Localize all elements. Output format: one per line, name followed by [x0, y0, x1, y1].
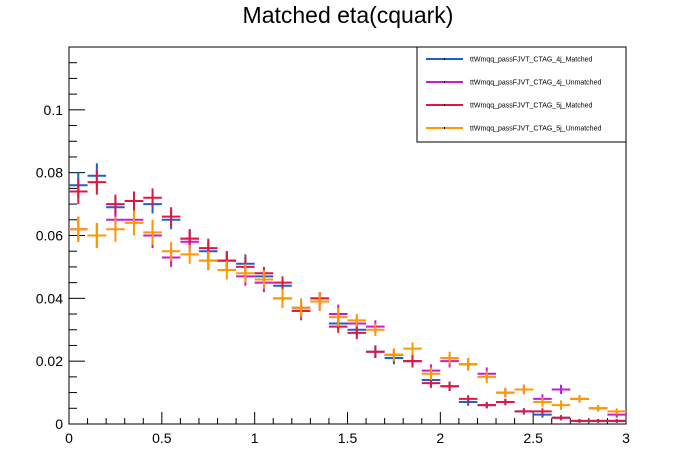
- data-point: [458, 358, 478, 371]
- x-tick-label: 2: [436, 430, 444, 446]
- legend-entry: ttWmqq_passFJVT_CTAG_4j_Unmatched: [426, 80, 601, 87]
- data-point: [291, 298, 311, 318]
- y-tick-label: 0.1: [44, 102, 64, 118]
- axis-ticks: [68, 46, 627, 425]
- legend-label: ttWmqq_passFJVT_CTAG_4j_Matched: [470, 57, 593, 64]
- series-layer: [69, 163, 626, 423]
- y-tick-label: 0.02: [36, 353, 63, 369]
- data-point: [384, 348, 404, 362]
- data-point: [551, 415, 571, 421]
- data-point: [347, 314, 367, 327]
- x-tick-label: 2.5: [523, 430, 543, 446]
- y-tick-label: 0.04: [36, 290, 63, 306]
- data-point: [514, 384, 534, 395]
- data-point: [273, 276, 292, 289]
- data-point: [570, 418, 589, 423]
- legend-label: ttWmqq_passFJVT_CTAG_4j_Unmatched: [470, 80, 601, 87]
- data-point: [551, 400, 571, 410]
- data-point: [180, 244, 199, 264]
- x-tick-label: 0.5: [152, 430, 172, 446]
- data-point: [496, 387, 515, 398]
- data-point: [328, 307, 348, 327]
- data-point: [106, 216, 125, 242]
- data-point: [570, 395, 589, 403]
- data-point: [588, 418, 608, 423]
- data-point: [161, 241, 181, 261]
- data-point: [477, 370, 497, 384]
- data-point: [106, 194, 125, 214]
- y-tick-label: 0.06: [36, 228, 63, 244]
- y-tick-label: 0: [55, 416, 63, 432]
- data-point: [607, 408, 626, 415]
- data-point: [236, 263, 255, 283]
- data-point: [496, 398, 515, 406]
- data-point: [87, 222, 107, 249]
- data-point: [161, 207, 181, 227]
- data-point: [607, 418, 626, 423]
- legend-label: ttWmqq_passFJVT_CTAG_5j_Matched: [470, 103, 593, 110]
- data-point: [403, 342, 422, 355]
- chart-title: Matched eta(cquark): [242, 2, 454, 28]
- data-point: [440, 381, 459, 392]
- x-tick-label: 3: [622, 430, 630, 446]
- data-point: [217, 260, 237, 280]
- legend-label: ttWmqq_passFJVT_CTAG_5j_Unmatched: [470, 126, 601, 133]
- data-point: [347, 326, 367, 340]
- x-tick-label: 0: [65, 430, 73, 446]
- series-4: [69, 210, 626, 415]
- data-point: [198, 251, 218, 271]
- tick-labels: 0 0.5 1 1.5 2 2.5 3 0 0.02 0.04 0.06 0.08 0.1: [36, 102, 630, 446]
- data-point: [124, 210, 144, 236]
- y-tick-label: 0.08: [36, 165, 63, 181]
- data-point: [143, 219, 162, 245]
- x-tick-label: 1.5: [338, 430, 358, 446]
- legend-entry: ttWmqq_passFJVT_CTAG_5j_Matched: [426, 103, 593, 110]
- data-point: [403, 354, 422, 368]
- x-tick-label: 1: [251, 430, 259, 446]
- data-point: [477, 402, 497, 409]
- data-point: [273, 288, 292, 308]
- data-point: [87, 169, 107, 195]
- data-point: [143, 188, 162, 208]
- data-point: [69, 178, 88, 205]
- data-point: [514, 408, 534, 415]
- data-point: [421, 367, 441, 381]
- legend-entry: ttWmqq_passFJVT_CTAG_4j_Matched: [426, 57, 593, 64]
- data-point: [254, 270, 274, 289]
- data-point: [366, 345, 385, 359]
- legend-entry: ttWmqq_passFJVT_CTAG_5j_Unmatched: [426, 126, 601, 133]
- data-point: [366, 323, 385, 337]
- legend: ttWmqq_passFJVT_CTAG_4j_Matched ttWmqq_pa…: [416, 46, 627, 143]
- data-point: [440, 351, 459, 365]
- data-point: [533, 408, 552, 415]
- data-point: [124, 191, 144, 211]
- data-point: [69, 216, 88, 242]
- data-point: [551, 384, 571, 395]
- data-point: [310, 292, 329, 311]
- data-point: [533, 397, 552, 407]
- data-point: [588, 405, 608, 412]
- legend-box: [416, 46, 627, 143]
- data-point: [458, 395, 478, 403]
